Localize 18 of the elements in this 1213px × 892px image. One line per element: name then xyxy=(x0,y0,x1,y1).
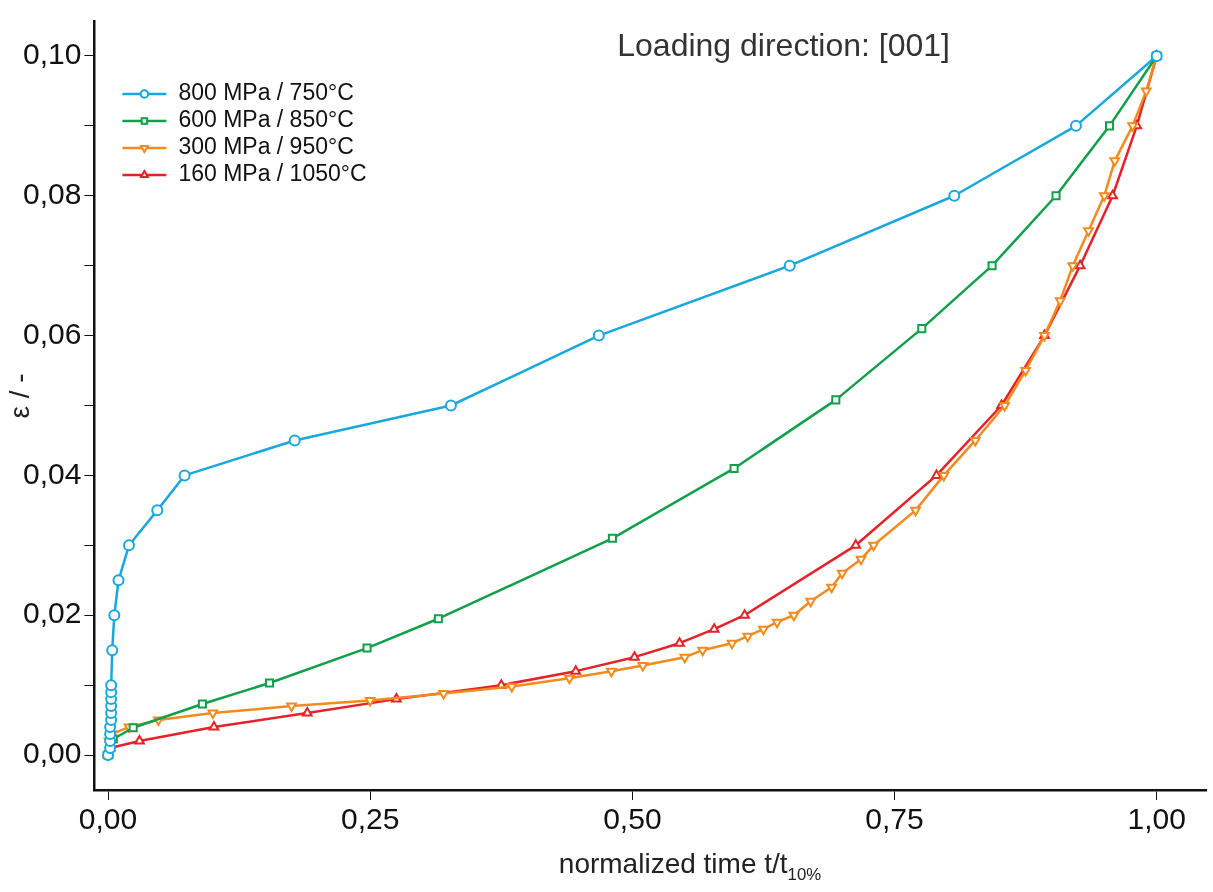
x-axis-title: normalized time t/t$_{10%}$ xyxy=(557,848,823,885)
y-axis-title: ε / - xyxy=(4,373,35,419)
x-tick-label: 0,50 xyxy=(603,802,662,836)
y-tick-label: 0,10 xyxy=(23,37,82,71)
chart-title: Loading direction: [001] xyxy=(617,26,950,63)
legend-label: 300 MPa / 950°C xyxy=(178,133,354,160)
x-tick-label: 1,00 xyxy=(1127,802,1186,836)
x-tick-label: 0,25 xyxy=(341,802,400,836)
x-tick-label: 0,00 xyxy=(78,802,138,836)
legend-label: 800 MPa / 750°C xyxy=(178,79,354,106)
y-tick-label: 0,02 xyxy=(23,596,82,630)
y-tick-label: 0,00 xyxy=(23,736,82,770)
y-tick-label: 0,06 xyxy=(23,316,82,350)
y-tick-label: 0,04 xyxy=(23,456,82,490)
y-tick-label: 0,08 xyxy=(23,177,82,211)
legend-label: 160 MPa / 1050°C xyxy=(178,160,367,187)
legend-label: 600 MPa / 850°C xyxy=(178,106,354,133)
x-tick-label: 0,75 xyxy=(865,802,924,836)
